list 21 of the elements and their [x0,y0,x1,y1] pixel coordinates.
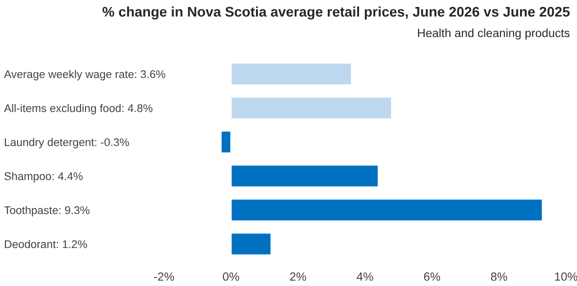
bar [230,198,544,222]
x-tick-label: 0% [222,272,240,281]
y-tick-label: Average weekly wage rate: 3.6% [4,70,166,80]
bar [230,164,380,188]
x-tick-label: 8% [490,272,508,281]
y-tick-label: Shampoo: 4.4% [4,172,83,182]
y-tick-label: Toothpaste: 9.3% [4,206,90,216]
x-tick-label: 6% [424,272,440,281]
x-tick-label: 4% [356,272,374,281]
x-tick-label: 10% [555,272,577,281]
y-tick-label: Laundry detergent: -0.3% [4,138,129,148]
bar [230,62,352,86]
chart-title: % change in Nova Scotia average retail prices, June 2026 vs June 2025 [102,6,570,20]
y-tick-label: All-items excluding food: 4.8% [4,104,152,114]
bar [230,232,272,256]
bar [220,130,232,154]
x-tick-label: -2% [154,272,174,281]
y-tick-label: Deodorant: 1.2% [4,240,87,248]
bar [230,96,392,120]
chart-subtitle: Health and cleaning products [418,28,570,40]
x-tick-label: 2% [290,272,306,281]
